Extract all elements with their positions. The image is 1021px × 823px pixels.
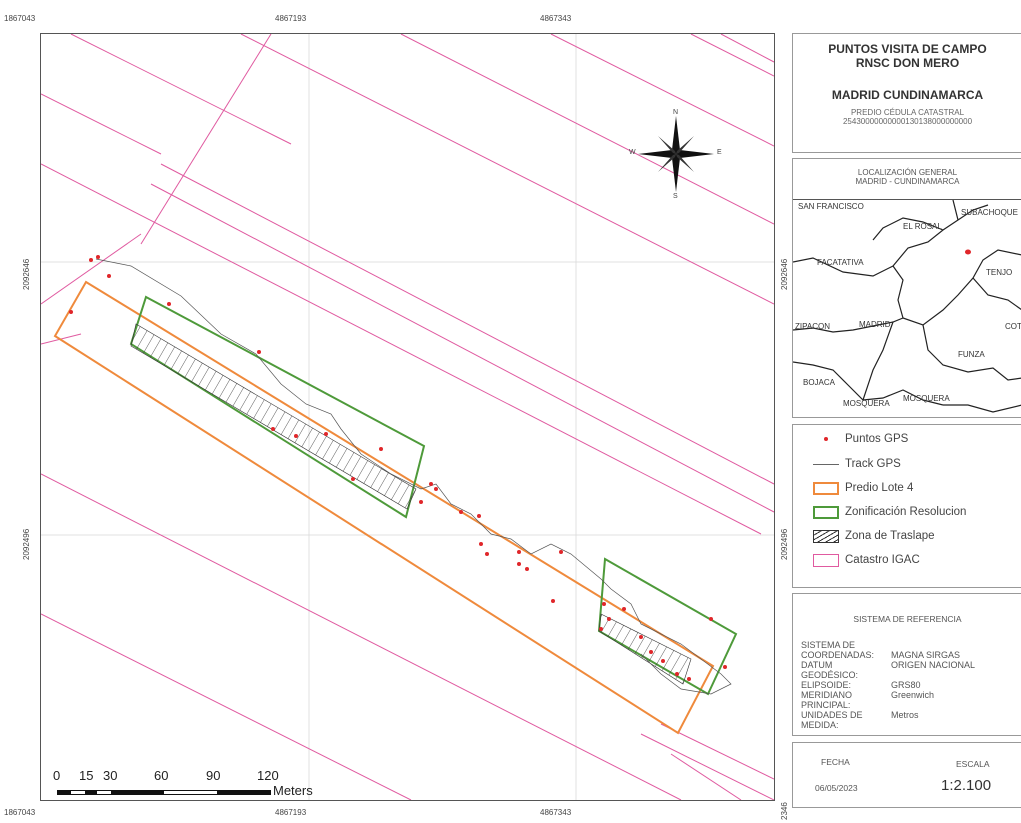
inset-label-funza: FUNZA [958,350,985,359]
location-panel: LOCALIZACIÓN GENERAL MADRID - CUNDINAMAR… [792,158,1021,418]
legend-item-track-gps: Track GPS [813,455,901,473]
inset-label-cota: COTA [1005,322,1021,331]
inset-label-zipacon: ZIPACON [795,322,830,331]
legend-item-traslape: Zona de Traslape [813,527,935,545]
scale-label-60: 60 [154,768,169,783]
zonificacion-zone-2[interactable] [597,557,738,696]
reference-row: UNIDADES DE MEDIDA: Metros [801,710,919,730]
reference-panel: SISTEMA DE REFERENCIA SISTEMA DE COORDEN… [792,593,1021,736]
y-tick-left-1: 2092646 [22,258,31,290]
reference-row: MERIDIANO PRINCIPAL: Greenwich [801,690,935,710]
legend-label: Zonificación Resolucion [845,506,967,518]
x-tick-top-2: 4867193 [275,14,307,23]
legend-label: Catastro IGAC [845,554,920,566]
legend-label: Predio Lote 4 [845,482,914,494]
location-title2: MADRID - CUNDINAMARCA [855,177,960,186]
inset-map-boundaries [793,200,1021,413]
map-title-line1: PUNTOS VISITA DE CAMPO [828,42,987,56]
legend-label: Puntos GPS [845,433,909,445]
legend-item-zonificacion: Zonificación Resolucion [813,503,966,521]
predio-lote-4[interactable] [53,280,715,735]
track-gps [95,258,732,695]
scale-unit: Meters [273,783,313,798]
y-tick-right-3: 2346 [780,802,789,820]
box-icon [813,505,839,519]
reference-title: SISTEMA DE REFERENCIA [853,614,962,624]
inset-label-madrid: MADRID [859,320,891,329]
date-label: FECHA [821,757,850,767]
main-map[interactable]: N S E W 0 15 30 60 90 120 Meters [40,33,775,801]
scale-label-120: 120 [257,768,279,783]
inset-label-facatativa: FACATATIVA [817,258,864,267]
y-tick-right-2: 2092496 [780,528,789,560]
legend-item-predio: Predio Lote 4 [813,479,913,497]
inset-label-mosquera-1: MOSQUERA [843,399,890,408]
line-icon [813,458,839,471]
location-title1: LOCALIZACIÓN GENERAL [857,168,958,177]
inset-map[interactable]: SAN FRANCISCO EL ROSAL SUBACHOQUE FACATA… [793,199,1021,415]
y-tick-left-2: 2092496 [22,528,31,560]
date-scale-panel: FECHA 06/05/2023 ESCALA 1:2.100 [792,742,1021,808]
north-arrow [638,116,714,192]
legend-item-catastro: Catastro IGAC [813,551,920,569]
inset-label-el-rosal: EL ROSAL [903,222,942,231]
inset-label-subachoque: SUBACHOQUE [961,208,1018,217]
x-tick-top-1: 1867043 [4,14,36,23]
cadastre-parcels [41,34,774,800]
legend-label: Track GPS [845,458,901,470]
x-tick-top-3: 4867343 [540,14,572,23]
scale-label-15: 15 [79,768,94,783]
map-title-line2: RNSC DON MERO [855,56,960,70]
inset-label-tenjo: TENJO [986,268,1013,277]
gps-points [69,255,727,681]
title-panel: PUNTOS VISITA DE CAMPO RNSC DON MERO MAD… [792,33,1021,153]
scale-label-90: 90 [206,768,221,783]
reference-row: SISTEMA DE COORDENADAS: MAGNA SIRGAS [801,640,961,660]
x-tick-bottom-1: 1867043 [4,808,36,817]
compass-n: N [673,109,679,116]
scale-label: ESCALA [956,759,990,769]
point-icon [813,433,839,446]
traslape-zone-2[interactable] [598,613,692,685]
date-value: 06/05/2023 [815,783,858,793]
x-tick-bottom-2: 4867193 [275,808,307,817]
legend-panel: Puntos GPS Track GPS Predio Lote 4 Zonif… [792,424,1021,588]
predio-label: PREDIO CÉDULA CATASTRAL [850,108,965,117]
inset-site-marker [965,249,971,255]
compass-s: S [673,193,678,200]
box-icon [813,553,839,567]
reference-table: SISTEMA DE COORDENADAS: MAGNA SIRGAS DAT… [801,640,1021,730]
reference-row: ELIPSOIDE: GRS80 [801,680,921,690]
map-location: MADRID CUNDINAMARCA [831,88,984,102]
inset-label-bojaca: BOJACA [803,378,836,387]
traslape-zone-1[interactable] [130,323,417,510]
scale-bar [57,790,271,795]
scale-value: 1:2.100 [941,777,992,794]
predio-code: 25430000000000130138000000000 [842,117,973,126]
scale-label-30: 30 [103,768,118,783]
x-tick-bottom-3: 4867343 [540,808,572,817]
legend-item-puntos-gps: Puntos GPS [813,430,908,448]
hatch-icon [813,529,839,543]
legend-label: Zona de Traslape [845,530,935,542]
map-canvas [41,34,774,800]
inset-label-san-francisco: SAN FRANCISCO [798,202,864,211]
compass-e: E [717,149,722,156]
box-icon [813,481,839,495]
inset-label-mosquera-2: MOSQUERA [903,394,950,403]
reference-row: DATUM GEODÉSICO: ORIGEN NACIONAL [801,660,976,680]
scale-label-0: 0 [53,768,61,783]
y-tick-right-1: 2092646 [780,258,789,290]
compass-w: W [629,149,636,156]
